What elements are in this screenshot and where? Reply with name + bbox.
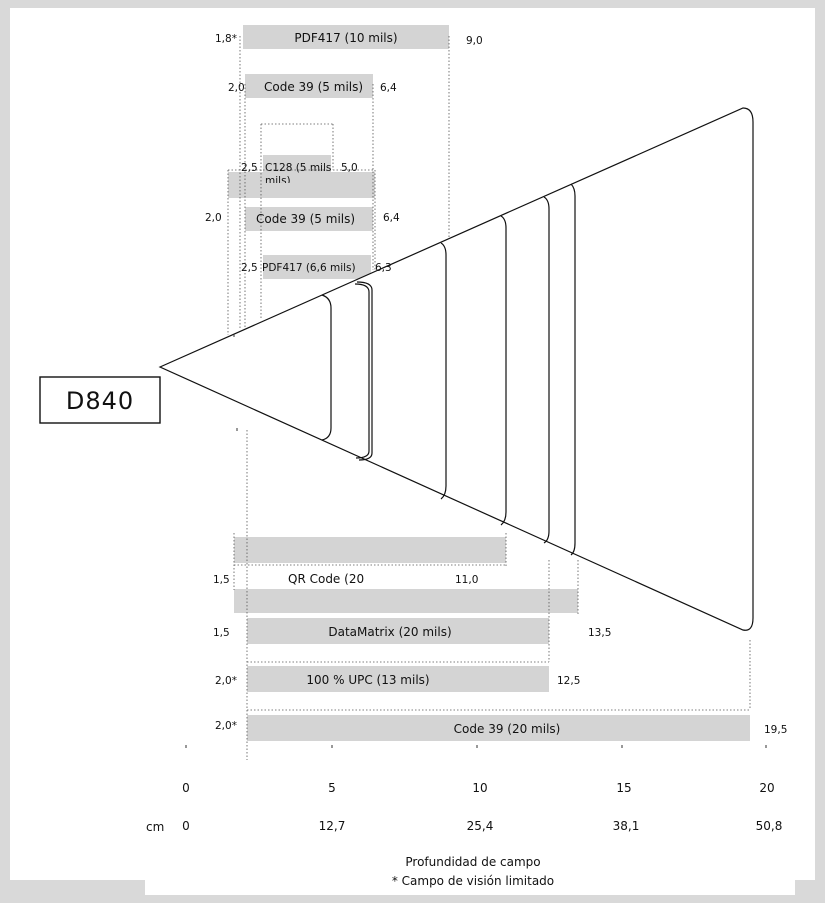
cone-arc-2 — [356, 281, 373, 461]
axis-tick-inch: 5 — [328, 781, 336, 795]
bar-min: 2,0 — [228, 82, 245, 94]
bar-c128-5 — [263, 155, 331, 183]
bar-code39-20 — [247, 715, 750, 741]
axis-tick-cm: 50,8 — [756, 819, 783, 833]
axis-labels: 0 5 10 15 20 cm 0 12,7 25,4 38,1 50,8 — [146, 781, 782, 834]
bar-max: 6,4 — [380, 82, 397, 94]
bar-max: 13,5 — [588, 627, 611, 639]
cone-arc-5 — [543, 196, 550, 544]
cone-arc-1 — [321, 294, 332, 441]
model-box — [39, 376, 161, 424]
bar-min: 1,8* — [215, 33, 237, 45]
model-label: D840 — [66, 387, 134, 415]
axis-tick-cm: 12,7 — [319, 819, 346, 833]
bar-code39-5-a — [245, 74, 373, 98]
cone-arc-3 — [440, 242, 447, 500]
axis-tick-inch: 20 — [759, 781, 774, 795]
footer-title: Profundidad de campo — [405, 855, 540, 869]
axis-tick-inch: 0 — [182, 781, 190, 795]
bar-min: 1,5 — [213, 627, 230, 639]
bar-datamatrix — [247, 618, 549, 644]
cone-arc-6 — [570, 183, 576, 556]
bottom-right-margin — [795, 880, 825, 903]
bar-label: PDF417 (6,6 mils) — [262, 262, 356, 274]
bar-upc — [247, 666, 549, 692]
range-guides — [227, 36, 751, 760]
bar-max: 12,5 — [557, 675, 580, 687]
bar-qr-upper — [234, 537, 506, 563]
axis-unit-cm: cm — [146, 820, 164, 834]
bar-labels: PDF417 (10 mils) 1,8* 9,0 Code 39 (5 mil… — [205, 31, 787, 736]
bar-max: 6,3 — [375, 262, 392, 274]
bar-max: 11,0 — [455, 574, 478, 586]
bar-min: 2,0 — [205, 212, 222, 224]
bar-max: 9,0 — [466, 35, 483, 47]
bar-max: 19,5 — [764, 724, 787, 736]
bar-min: 2,5 — [241, 262, 258, 274]
bottom-left-margin — [0, 880, 145, 903]
bar-min: 2,0* — [215, 720, 237, 732]
bar-label: Code 39 (5 mils) — [256, 212, 355, 226]
axis-tick-cm: 0 — [182, 819, 190, 833]
bar-label: Code 39 (5 mils) — [264, 80, 363, 94]
bar-pdf417-10 — [243, 25, 449, 49]
footer-note: * Campo de visión limitado — [392, 874, 554, 888]
scan-field-cone — [158, 107, 754, 631]
bar-max: 6,4 — [383, 212, 400, 224]
bar-max: 5,0 — [341, 162, 358, 174]
axis-tick-cm: 38,1 — [613, 819, 640, 833]
axis-tick-cm: 25,4 — [467, 819, 494, 833]
axis-tick-inch: 15 — [616, 781, 631, 795]
bar-label: C128 (5 mils) — [265, 162, 335, 174]
bars — [228, 25, 750, 741]
bar-datamatrix-upper — [234, 589, 578, 613]
cone-arc-4 — [500, 215, 507, 526]
bar-min: 1,5 — [213, 574, 230, 586]
bar-min: 2,0* — [215, 675, 237, 687]
axis-tick-marks — [185, 334, 767, 748]
bar-label: QR Code (20 — [288, 572, 364, 586]
bar-pdf417-6-6 — [263, 255, 371, 279]
bar-label: 100 % UPC (13 mils) — [306, 673, 429, 687]
bar-label: DataMatrix (20 mils) — [328, 625, 451, 639]
bar-min: 2,5 — [241, 162, 258, 174]
axis-tick-inch: 10 — [472, 781, 487, 795]
bar-label: Code 39 (20 mils) — [454, 722, 561, 736]
bar-label: PDF417 (10 mils) — [294, 31, 397, 45]
cone-arc-2b — [354, 283, 370, 459]
bar-label-wrap: mils) — [265, 175, 291, 187]
bar-code39-5-b — [245, 207, 373, 231]
